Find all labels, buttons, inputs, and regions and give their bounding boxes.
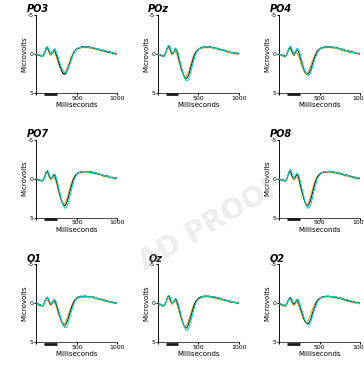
X-axis label: Milliseconds: Milliseconds xyxy=(298,227,341,233)
Y-axis label: Microvolts: Microvolts xyxy=(143,36,149,72)
X-axis label: Milliseconds: Milliseconds xyxy=(177,102,219,108)
Text: POz: POz xyxy=(148,4,169,14)
Text: PO7: PO7 xyxy=(27,129,49,139)
Y-axis label: Microvolts: Microvolts xyxy=(265,161,270,196)
Y-axis label: Microvolts: Microvolts xyxy=(21,36,28,72)
Text: PO3: PO3 xyxy=(27,4,49,14)
X-axis label: Milliseconds: Milliseconds xyxy=(56,102,98,108)
Y-axis label: Microvolts: Microvolts xyxy=(265,36,270,72)
X-axis label: Milliseconds: Milliseconds xyxy=(56,227,98,233)
Text: PO8: PO8 xyxy=(270,129,292,139)
Y-axis label: Microvolts: Microvolts xyxy=(143,285,149,321)
Y-axis label: Microvolts: Microvolts xyxy=(265,285,270,321)
X-axis label: Milliseconds: Milliseconds xyxy=(298,102,341,108)
X-axis label: Milliseconds: Milliseconds xyxy=(177,352,219,357)
X-axis label: Milliseconds: Milliseconds xyxy=(56,352,98,357)
Text: AD PROOF: AD PROOF xyxy=(134,171,288,276)
Y-axis label: Microvolts: Microvolts xyxy=(21,161,28,196)
Text: O2: O2 xyxy=(270,254,285,263)
Y-axis label: Microvolts: Microvolts xyxy=(21,285,28,321)
Text: O1: O1 xyxy=(27,254,42,263)
Text: Oz: Oz xyxy=(148,254,162,263)
Text: PO4: PO4 xyxy=(270,4,292,14)
X-axis label: Milliseconds: Milliseconds xyxy=(298,352,341,357)
